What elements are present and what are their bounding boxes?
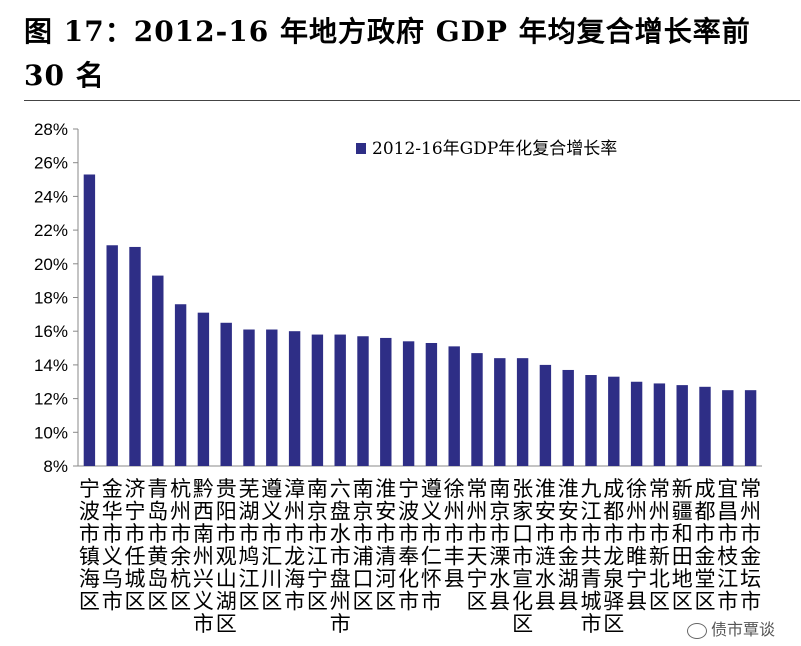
- bar: [448, 346, 460, 466]
- x-tick-label: 漳州市龙海市: [284, 477, 305, 614]
- wechat-icon: [686, 622, 707, 639]
- y-tick-label: 16%: [34, 322, 68, 341]
- x-tick-label: 济宁市任城区: [125, 477, 146, 614]
- y-tick-label: 20%: [34, 255, 68, 274]
- figure-title: 图 17：2012-16 年地方政府 GDP 年均复合增长率前 30 名: [24, 15, 751, 92]
- bar: [83, 174, 96, 466]
- bar: [129, 246, 141, 466]
- x-tick-label: 贵阳市观山湖区: [216, 477, 237, 636]
- x-tick-label: 六盘水市盘州市: [330, 477, 351, 636]
- bars: [83, 174, 757, 466]
- x-tick-label: 常州市金坛市: [740, 477, 761, 614]
- x-tick-label: 金华市义乌市: [102, 477, 123, 614]
- y-tick-label: 12%: [34, 390, 68, 409]
- x-tick-label: 九江市共青城市: [581, 477, 602, 636]
- x-tick-label: 淮安市涟水县: [535, 477, 556, 614]
- bar: [334, 334, 346, 466]
- x-tick-label: 新疆和田地区: [672, 477, 693, 614]
- bar: [380, 337, 392, 466]
- x-tick-label: 淮安市清河区: [375, 477, 396, 614]
- y-tick-label: 22%: [34, 221, 68, 240]
- x-tick-label: 宜昌市枝江市: [717, 477, 738, 614]
- x-tick-label: 黔西南州兴义市: [193, 477, 214, 636]
- bar: [106, 245, 118, 466]
- bar: [288, 331, 301, 466]
- x-tick-label: 南京市浦口区: [353, 477, 374, 614]
- bar: [152, 275, 164, 466]
- y-tick-label: 18%: [34, 289, 68, 308]
- bar: [243, 329, 255, 466]
- x-axis-labels: 宁波市镇海区金华市义乌市济宁市任城区青岛市黄岛区杭州市余杭区黔西南州兴义市贵阳市…: [79, 477, 761, 636]
- x-tick-label: 成都市金堂区: [695, 477, 716, 614]
- x-tick-label: 成都市龙泉驿区: [603, 477, 624, 636]
- x-tick-label: 遵义市汇川区: [261, 477, 282, 614]
- title-divider: [24, 100, 800, 101]
- y-tick-label: 14%: [34, 356, 68, 375]
- y-tick-label: 8%: [43, 457, 68, 476]
- y-tick-label: 10%: [34, 423, 68, 442]
- y-tick-label: 26%: [34, 154, 68, 173]
- x-tick-label: 南京市溧水县: [489, 477, 510, 614]
- x-tick-label: 淮安市金湖县: [558, 477, 579, 614]
- x-tick-label: 南京市江宁区: [307, 477, 328, 614]
- x-tick-label: 宁波市奉化市: [398, 477, 419, 614]
- legend-swatch: [356, 143, 366, 154]
- y-tick-label: 28%: [34, 120, 68, 139]
- bar: [699, 386, 711, 466]
- bar: [402, 341, 415, 466]
- bar: [266, 329, 278, 466]
- bar: [197, 312, 210, 466]
- x-tick-label: 徐州市丰县: [444, 477, 465, 591]
- bar: [722, 390, 734, 466]
- bar: [608, 376, 620, 466]
- bar: [585, 375, 597, 466]
- x-tick-label: 张家口市宣化区: [512, 477, 533, 636]
- bar: [311, 334, 324, 466]
- bar: [676, 385, 688, 466]
- x-tick-label: 徐州市睢宁县: [626, 477, 647, 614]
- x-tick-label: 杭州市余杭区: [170, 477, 191, 614]
- x-tick-label: 宁波市镇海区: [79, 477, 100, 614]
- bar: [744, 390, 757, 466]
- bar: [539, 364, 552, 466]
- x-tick-label: 芜湖市鸠江区: [239, 477, 260, 614]
- bar: [630, 381, 643, 466]
- bar: [562, 369, 574, 466]
- bar: [425, 342, 438, 466]
- bar: [174, 304, 187, 466]
- legend-label: 2012-16年GDP年化复合增长率: [372, 139, 617, 159]
- bar: [220, 322, 232, 466]
- y-tick-label: 24%: [34, 187, 68, 206]
- y-axis: 8% 10% 12% 14% 16% 18% 20% 22% 24% 26% 28%: [34, 120, 762, 476]
- legend: 2012-16年GDP年化复合增长率: [356, 139, 617, 159]
- x-tick-label: 遵义市仁怀市: [421, 477, 442, 614]
- bar: [653, 383, 666, 466]
- x-tick-label: 常州市天宁区: [467, 477, 488, 614]
- bar: [494, 358, 506, 466]
- watermark-text: 债市覃谈: [710, 620, 775, 639]
- bar: [357, 336, 369, 466]
- x-tick-label: 常州市新北区: [649, 477, 670, 614]
- x-tick-label: 青岛市黄岛区: [147, 477, 168, 614]
- bar: [516, 358, 529, 466]
- bar: [471, 353, 483, 466]
- watermark: 债市覃谈: [686, 616, 775, 640]
